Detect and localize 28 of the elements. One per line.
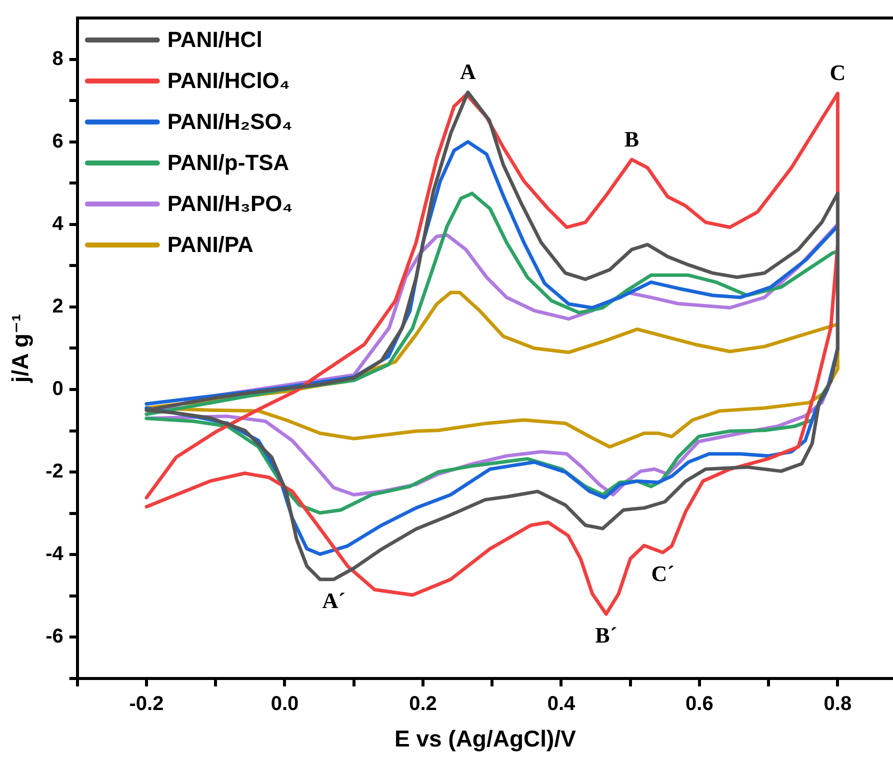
legend-label: PANI/HCl [167,27,262,52]
y-tick-label: 2 [52,295,64,318]
annotation: A´ [322,588,346,614]
legend-label: PANI/H₃PO₄ [167,191,293,216]
y-tick-label: 4 [52,212,64,235]
x-tick-label: 0.2 [409,692,437,715]
annotation: B´ [595,622,618,648]
legend-label: PANI/PA [167,232,254,258]
legend-label: PANI/HClO₄ [167,68,290,94]
annotation: B [624,126,640,152]
y-tick-label: -2 [46,460,64,483]
x-axis-title: E vs (Ag/AgCl)/V [394,726,577,752]
y-tick-label: -4 [46,543,64,566]
annotation: C [830,60,846,86]
y-axis-title: j/A g⁻¹ [7,314,34,384]
x-tick-label: 0.0 [270,692,299,715]
x-tick-label: 0.4 [547,692,576,715]
y-tick-label: 8 [52,48,64,70]
y-tick-label: 0 [52,378,64,400]
y-tick-label: 6 [52,130,64,152]
annotation: A [460,58,476,84]
y-tick-label: -6 [46,626,64,648]
legend-label: PANI/p-TSA [167,150,290,176]
annotation: C´ [651,561,674,586]
x-tick-label: 0.8 [824,692,852,715]
x-tick-label: -0.2 [129,692,164,715]
legend-label: PANI/H₂SO₄ [167,109,292,134]
x-tick-label: 0.6 [686,692,714,715]
